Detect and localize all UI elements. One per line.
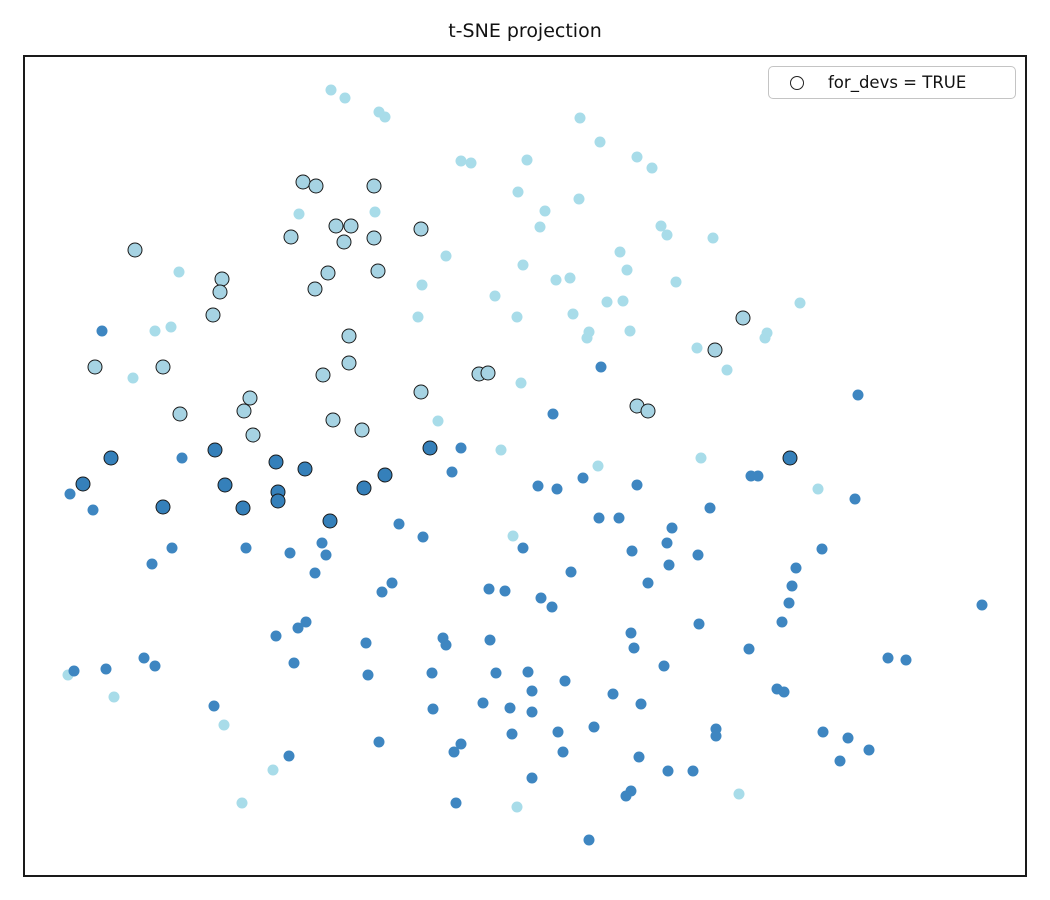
- legend-box: for_devs = TRUE: [768, 66, 1016, 99]
- chart-title: t-SNE projection: [448, 20, 602, 42]
- legend-label: for_devs = TRUE: [828, 73, 967, 92]
- plot-area: [23, 55, 1027, 877]
- open-circle-icon: [790, 75, 804, 90]
